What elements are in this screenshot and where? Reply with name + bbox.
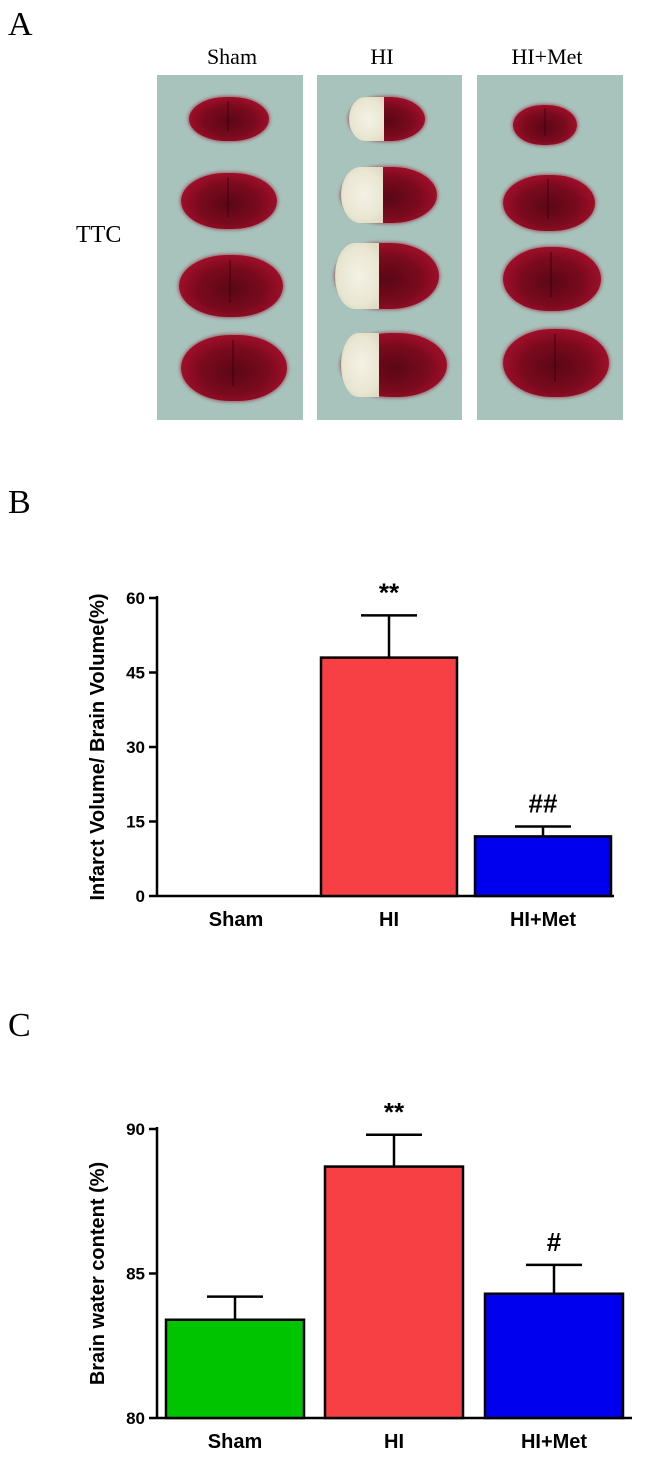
significance-marker: ## — [529, 788, 558, 818]
brain-slice — [513, 105, 577, 145]
row-label-ttc: TTC — [76, 222, 122, 248]
bar-hi — [319, 656, 459, 898]
x-tick-label: HI+Met — [521, 1431, 587, 1453]
bar-hi — [323, 1165, 465, 1420]
panel-letter-a: A — [8, 6, 33, 43]
y-tick-label: 0 — [136, 887, 145, 906]
significance-marker: ** — [379, 577, 400, 607]
chart-brain-water-content: 80 85 90 Brain water content (%) Sham ** HI # HI… — [87, 1097, 632, 1453]
ttc-photo-hi-met — [477, 75, 623, 420]
y-tick-label: 45 — [126, 664, 145, 683]
brain-slice — [335, 243, 439, 309]
x-tick-label: Sham — [208, 1431, 262, 1453]
column-label-hi-met: HI+Met — [511, 44, 583, 69]
y-tick-label: 60 — [126, 589, 145, 608]
bar-sham — [164, 1318, 306, 1420]
panel-letter-c: C — [8, 1007, 31, 1044]
y-tick-label: 80 — [126, 1409, 145, 1428]
brain-slice — [503, 247, 601, 311]
x-tick-label: HI+Met — [510, 909, 576, 931]
chart-infarct-volume: 0 15 30 45 60 Infarct Volume/ Brain Volume(%)… — [87, 577, 614, 931]
brain-slice — [349, 97, 425, 141]
column-label-hi: HI — [370, 44, 394, 69]
brain-slice — [341, 167, 437, 223]
y-axis-label: Infarct Volume/ Brain Volume(%) — [87, 593, 109, 900]
brain-slice — [503, 175, 595, 231]
x-tick-label: HI — [384, 1431, 404, 1453]
bar-hi-met — [483, 1292, 625, 1420]
brain-slice — [179, 255, 283, 317]
significance-marker: ** — [384, 1097, 405, 1127]
column-label-sham: Sham — [206, 44, 258, 69]
ttc-photo-sham — [157, 75, 303, 420]
brain-slice — [181, 335, 287, 401]
significance-marker: # — [547, 1227, 562, 1257]
bar-hi-met — [473, 835, 613, 898]
y-tick-label: 85 — [126, 1265, 145, 1284]
y-tick-label: 30 — [126, 738, 145, 757]
y-axis-label: Brain water content (%) — [87, 1162, 109, 1385]
x-tick-label: HI — [379, 909, 399, 931]
brain-slice — [189, 97, 269, 141]
ttc-photo-hi — [317, 75, 462, 420]
y-tick-label: 15 — [126, 813, 145, 832]
brain-slice — [341, 333, 447, 397]
panel-letter-b: B — [8, 484, 31, 521]
y-tick-label: 90 — [126, 1120, 145, 1139]
brain-slice — [503, 329, 609, 397]
brain-slice — [181, 173, 277, 229]
x-tick-label: Sham — [209, 909, 263, 931]
